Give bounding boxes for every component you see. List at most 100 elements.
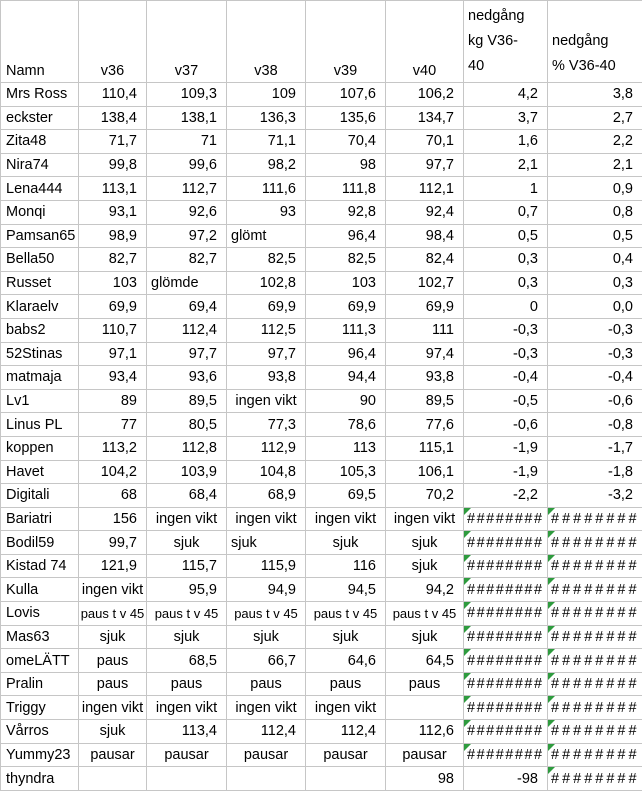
cell[interactable]: ingen vikt (226, 388, 306, 414)
row-label[interactable]: Nira74 (0, 152, 79, 178)
cell[interactable]: ingen vikt (226, 695, 306, 721)
cell[interactable]: 90 (305, 388, 386, 414)
cell[interactable]: sjuk (226, 624, 306, 650)
cell[interactable]: 0,9 (547, 176, 642, 201)
cell[interactable]: 70,2 (385, 483, 464, 508)
cell[interactable]: 64,6 (305, 648, 386, 673)
cell[interactable]: ######## (547, 648, 642, 673)
cell[interactable]: 111,8 (305, 176, 386, 201)
row-label[interactable]: 52Stinas (0, 341, 79, 367)
row-label[interactable]: thyndra (0, 766, 79, 791)
cell[interactable]: 97,1 (78, 341, 147, 367)
cell[interactable]: 77,3 (226, 412, 306, 437)
cell[interactable]: 77 (78, 412, 147, 437)
cell[interactable]: paus t v 45 (146, 601, 227, 626)
cell[interactable]: 97,4 (385, 341, 464, 367)
cell[interactable]: 89 (78, 388, 147, 414)
cell[interactable]: -1,9 (463, 459, 548, 485)
cell[interactable]: 70,4 (305, 129, 386, 154)
cell[interactable]: paus (305, 671, 386, 697)
row-label[interactable]: Pralin (0, 671, 79, 697)
cell[interactable]: 1,6 (463, 129, 548, 154)
cell[interactable]: 0,3 (463, 247, 548, 272)
cell[interactable]: ######## (547, 671, 642, 697)
row-label[interactable]: Yummy23 (0, 742, 79, 768)
cell[interactable]: 69,5 (305, 483, 386, 508)
cell[interactable]: 2,1 (547, 152, 642, 178)
cell[interactable] (146, 766, 227, 791)
cell[interactable]: 70,1 (385, 129, 464, 154)
cell[interactable]: ######## (463, 601, 548, 626)
cell[interactable]: 93,1 (78, 199, 147, 225)
cell[interactable]: 109 (226, 82, 306, 107)
cell[interactable]: sjuk (226, 530, 306, 555)
cell[interactable]: 115,9 (226, 553, 306, 579)
cell[interactable]: 99,7 (78, 530, 147, 555)
cell[interactable]: 66,7 (226, 648, 306, 673)
cell[interactable]: 112,1 (385, 176, 464, 201)
cell[interactable]: 112,4 (305, 719, 386, 744)
row-label[interactable]: matmaja (0, 365, 79, 390)
cell[interactable]: -1,8 (547, 459, 642, 485)
cell[interactable]: -0,4 (547, 365, 642, 390)
cell[interactable]: -98 (463, 766, 548, 791)
row-label[interactable]: Mrs Ross (0, 82, 79, 107)
cell[interactable]: 98 (305, 152, 386, 178)
cell[interactable]: 0,3 (463, 270, 548, 296)
cell[interactable]: 82,5 (226, 247, 306, 272)
cell[interactable]: 113,2 (78, 435, 147, 461)
row-label[interactable]: Vårros (0, 719, 79, 744)
row-label[interactable]: Bariatri (0, 506, 79, 532)
cell[interactable]: 3,7 (463, 105, 548, 131)
cell[interactable]: 102,7 (385, 270, 464, 296)
cell[interactable]: 104,2 (78, 459, 147, 485)
cell[interactable]: 92,8 (305, 199, 386, 225)
cell[interactable]: 98,2 (226, 152, 306, 178)
cell[interactable]: 89,5 (146, 388, 227, 414)
cell[interactable]: 93,6 (146, 365, 227, 390)
cell[interactable] (78, 766, 147, 791)
cell[interactable]: 82,4 (385, 247, 464, 272)
cell[interactable]: 71,1 (226, 129, 306, 154)
col-header-namn[interactable]: Namn (0, 0, 79, 83)
cell[interactable]: 89,5 (385, 388, 464, 414)
cell[interactable]: ######## (463, 648, 548, 673)
cell[interactable]: 103 (305, 270, 386, 296)
cell[interactable]: 111 (385, 317, 464, 343)
cell[interactable]: 106,1 (385, 459, 464, 485)
cell[interactable]: ######## (463, 671, 548, 697)
cell[interactable]: glömt (226, 223, 306, 249)
cell[interactable]: sjuk (305, 624, 386, 650)
cell[interactable]: ingen vikt (385, 506, 464, 532)
cell[interactable]: paus (226, 671, 306, 697)
cell[interactable]: -0,6 (463, 412, 548, 437)
cell[interactable]: ######## (547, 766, 642, 791)
cell[interactable]: ######## (463, 553, 548, 579)
cell[interactable]: 94,2 (385, 577, 464, 603)
cell[interactable]: -0,3 (463, 317, 548, 343)
cell[interactable]: -3,2 (547, 483, 642, 508)
row-label[interactable]: Kistad 74 (0, 553, 79, 579)
cell[interactable]: 94,4 (305, 365, 386, 390)
cell[interactable]: 82,7 (78, 247, 147, 272)
cell[interactable]: 69,9 (385, 294, 464, 319)
cell[interactable]: 111,3 (305, 317, 386, 343)
cell[interactable]: paus (78, 648, 147, 673)
cell[interactable]: -0,3 (547, 317, 642, 343)
cell[interactable]: 0 (463, 294, 548, 319)
cell[interactable]: ######## (463, 742, 548, 768)
cell[interactable]: 97,2 (146, 223, 227, 249)
cell[interactable]: 3,8 (547, 82, 642, 107)
cell[interactable]: 113,4 (146, 719, 227, 744)
cell[interactable]: ######## (463, 577, 548, 603)
row-label[interactable]: Klaraelv (0, 294, 79, 319)
row-label[interactable]: Havet (0, 459, 79, 485)
cell[interactable]: -0,5 (463, 388, 548, 414)
cell[interactable]: sjuk (146, 624, 227, 650)
cell[interactable]: 111,6 (226, 176, 306, 201)
cell[interactable]: pausar (146, 742, 227, 768)
cell[interactable]: sjuk (385, 530, 464, 555)
cell[interactable]: -0,6 (547, 388, 642, 414)
cell[interactable]: 109,3 (146, 82, 227, 107)
cell[interactable]: 68 (78, 483, 147, 508)
